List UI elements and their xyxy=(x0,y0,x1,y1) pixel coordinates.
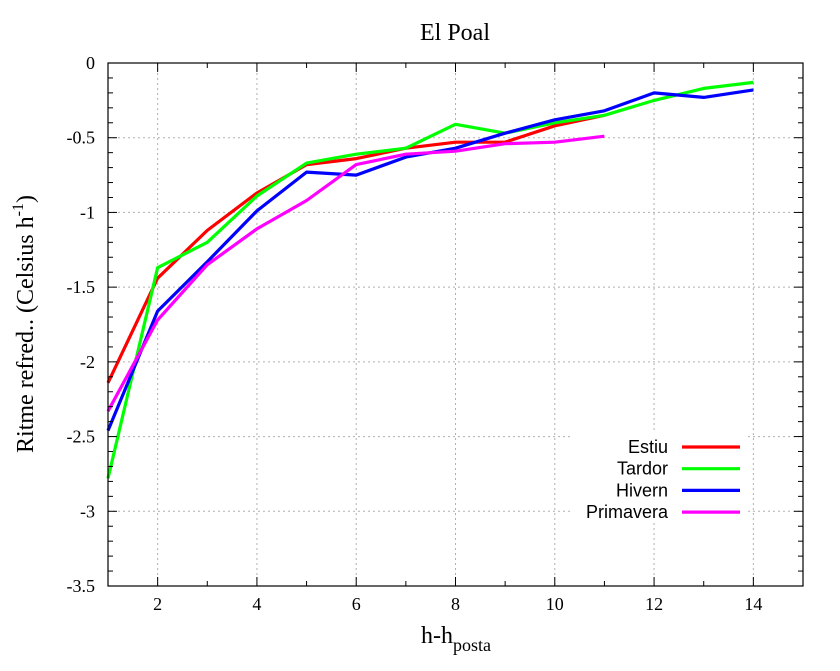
legend-label-primavera: Primavera xyxy=(586,502,669,522)
x-tick-label: 2 xyxy=(153,594,162,614)
y-axis-label: Ritme refred.. (Celsius h-1) xyxy=(10,195,39,453)
y-axis-label-close: ) xyxy=(13,195,39,203)
y-axis-label-sup: -1 xyxy=(10,203,27,216)
series-line-estiu xyxy=(106,113,605,384)
legend-label-estiu: Estiu xyxy=(628,437,668,457)
y-tick-label: 0 xyxy=(86,53,95,73)
x-tick-label: 10 xyxy=(546,594,564,614)
x-axis-label-sub: posta xyxy=(453,635,491,655)
plot-frame xyxy=(107,62,804,587)
y-tick-label: -1 xyxy=(80,202,95,222)
y-tick-label: -0.5 xyxy=(67,128,96,148)
chart-title: El Poal xyxy=(420,20,490,46)
x-tick-label: 12 xyxy=(645,594,663,614)
x-tick-label: 4 xyxy=(252,594,261,614)
tick-labels: 2 4 6 8 10 12 14 0 -0.5 -1 -1.5 -2 -2.5 -3 -3.5 xyxy=(67,53,763,614)
x-axis-label: h-hposta xyxy=(421,623,491,655)
y-tick-label: -3 xyxy=(80,501,95,521)
legend-label-tardor: Tardor xyxy=(617,459,668,479)
series-line-primavera xyxy=(106,134,605,412)
x-axis-label-main: h-h xyxy=(421,623,453,649)
legend-background xyxy=(570,430,748,522)
series-lines xyxy=(106,80,754,479)
grid xyxy=(108,63,803,586)
y-tick-label: -2.5 xyxy=(67,427,96,447)
y-axis-label-main: Ritme refred.. (Celsius h xyxy=(13,216,39,453)
x-tick-label: 6 xyxy=(352,594,361,614)
series-line-tardor xyxy=(106,80,754,479)
x-tick-label: 8 xyxy=(451,594,460,614)
y-tick-label: -3.5 xyxy=(67,576,96,596)
y-tick-label: -1.5 xyxy=(67,277,96,297)
legend-label-hivern: Hivern xyxy=(616,480,668,500)
y-tick-label: -2 xyxy=(80,352,95,372)
x-tick-label: 14 xyxy=(744,594,762,614)
series-line-hivern xyxy=(106,88,754,432)
